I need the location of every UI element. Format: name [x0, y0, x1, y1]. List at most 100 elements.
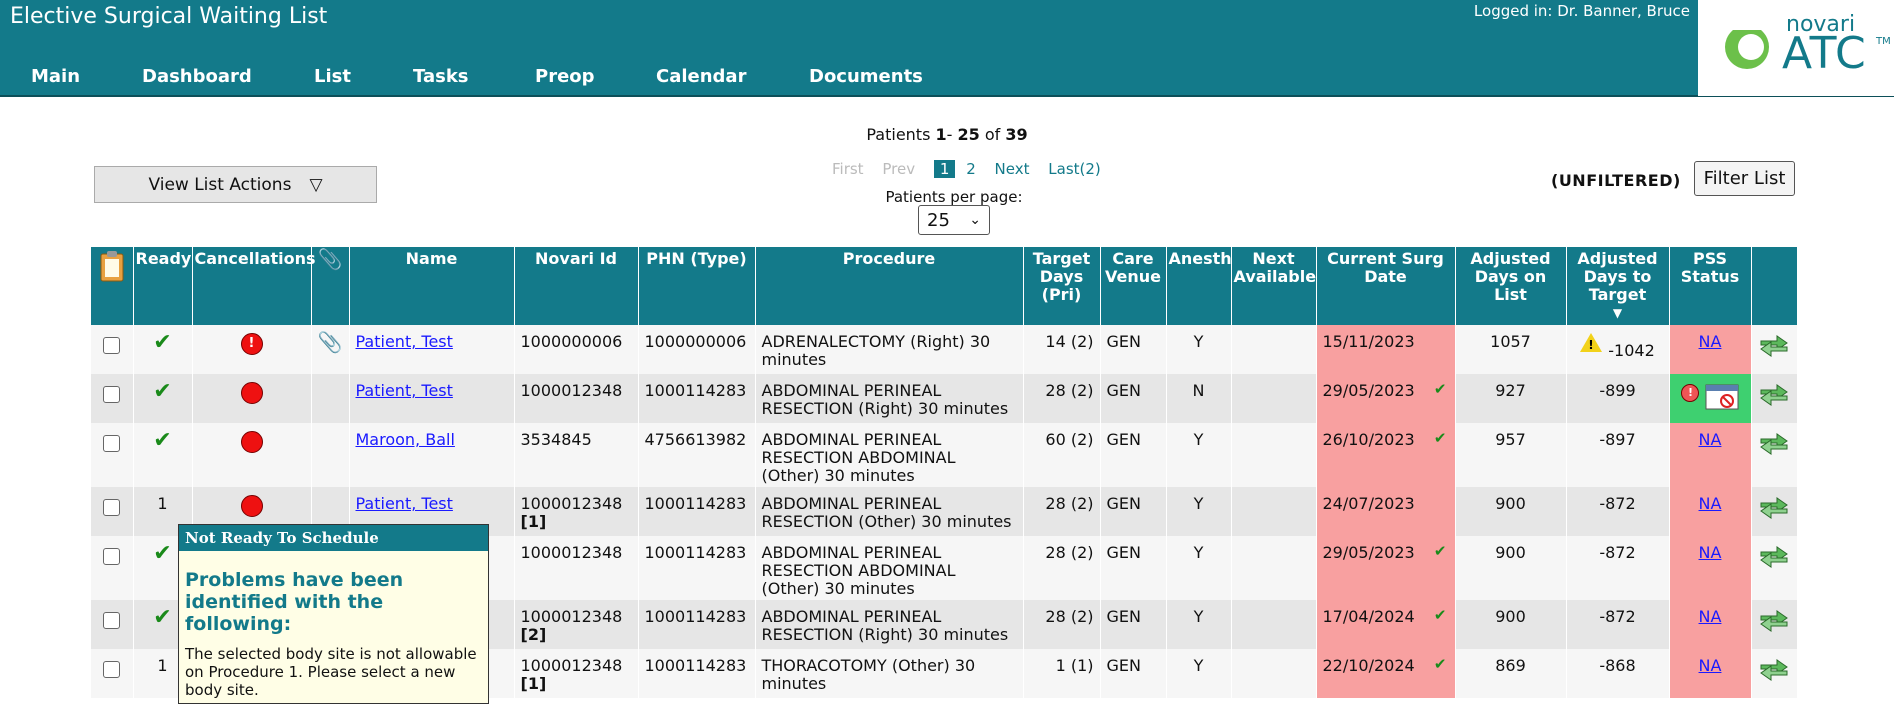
patient-name-link[interactable]: Patient, Test	[355, 332, 453, 351]
table-row: ✔ Maroon, Ball 3534845 4756613982 ABDOMI…	[91, 423, 1798, 487]
confirmed-check-icon: ✔	[1433, 380, 1447, 398]
next-available	[1231, 536, 1317, 600]
surg-date-value: 15/11/2023	[1322, 332, 1415, 351]
calendar-cancel-icon	[1705, 384, 1739, 410]
ready-count[interactable]: 1	[133, 487, 193, 536]
patient-name-link[interactable]: Patient, Test	[355, 381, 453, 400]
clipboard-icon[interactable]	[91, 247, 134, 325]
surg-date-value: 22/10/2024	[1322, 656, 1415, 675]
nav-dashboard[interactable]: Dashboard	[142, 66, 252, 87]
col-target-days[interactable]: Target Days (Pri)	[1023, 247, 1101, 325]
col-adjusted-days-target-label: Adjusted Days to Target	[1577, 249, 1658, 304]
phn: 1000114283	[638, 536, 756, 600]
pss-status-cell[interactable]: !	[1669, 374, 1752, 423]
pss-status-link[interactable]: NA	[1698, 543, 1722, 562]
adj-days: 927	[1455, 374, 1567, 423]
ready-check-icon[interactable]: ✔	[153, 330, 172, 355]
col-ready[interactable]: Ready	[133, 247, 193, 325]
warning-icon	[1580, 333, 1603, 354]
filter-list-button[interactable]: Filter List	[1694, 161, 1795, 196]
transfer-arrows-icon[interactable]	[1759, 333, 1789, 359]
nav-calendar[interactable]: Calendar	[656, 66, 747, 87]
adj-target: -1042	[1566, 325, 1670, 374]
nav-preop[interactable]: Preop	[535, 66, 595, 87]
cancellation-dot-icon[interactable]	[240, 495, 263, 517]
row-select-checkbox[interactable]	[103, 337, 121, 354]
pager-page-1[interactable]: 1	[933, 160, 956, 178]
pss-status-link[interactable]: NA	[1698, 607, 1722, 626]
col-anesth[interactable]: Anesth	[1166, 247, 1232, 325]
pss-status-link[interactable]: NA	[1698, 332, 1722, 351]
novari-id: 3534845	[514, 423, 639, 487]
transfer-arrows-icon[interactable]	[1759, 431, 1789, 457]
col-care-venue[interactable]: Care Venue	[1100, 247, 1167, 325]
col-pss-status[interactable]: PSS Status	[1669, 247, 1752, 325]
view-list-actions-button[interactable]: View List Actions ▽	[94, 166, 377, 203]
logo-text-novari: novari	[1786, 12, 1856, 37]
per-page-select[interactable]: 25 ⌄	[918, 205, 990, 235]
patient-name-link[interactable]: Maroon, Ball	[355, 430, 455, 449]
procedure: ABDOMINAL PERINEAL RESECTION ABDOMINAL (…	[755, 423, 1024, 487]
col-current-surg-date[interactable]: Current Surg Date	[1316, 247, 1456, 325]
not-ready-tooltip: Not Ready To Schedule Problems have been…	[178, 524, 489, 704]
confirmed-check-icon: ✔	[1433, 606, 1447, 624]
surg-date-value: 29/05/2023	[1322, 543, 1415, 562]
care-venue: GEN	[1100, 423, 1167, 487]
ready-check-icon[interactable]: ✔	[153, 541, 172, 566]
next-available	[1231, 325, 1317, 374]
nav-main[interactable]: Main	[31, 66, 81, 87]
care-venue: GEN	[1100, 374, 1167, 423]
cancellation-dot-icon[interactable]	[240, 382, 263, 404]
col-name[interactable]: Name	[349, 247, 515, 325]
novari-id-value: 1000012348	[520, 607, 623, 626]
anesth: N	[1166, 374, 1232, 423]
procedure: ABDOMINAL PERINEAL RESECTION (Right) 30 …	[755, 374, 1024, 423]
table-row: 1 Patient, Test 1000012348 [1] 1000114283…	[91, 487, 1798, 536]
pager-next[interactable]: Next	[994, 160, 1030, 178]
col-procedure[interactable]: Procedure	[755, 247, 1024, 325]
ready-check-icon[interactable]: ✔	[153, 428, 172, 453]
pss-status-link[interactable]: NA	[1698, 656, 1722, 675]
row-select-checkbox[interactable]	[103, 386, 121, 403]
transfer-arrows-icon[interactable]	[1759, 608, 1789, 634]
filter-state: (UNFILTERED)	[1551, 171, 1681, 190]
nav-documents[interactable]: Documents	[809, 66, 923, 87]
col-adjusted-days[interactable]: Adjusted Days on List	[1455, 247, 1567, 325]
row-select-checkbox[interactable]	[103, 435, 121, 452]
col-next-available[interactable]: Next Available	[1231, 247, 1317, 325]
col-novari-id[interactable]: Novari Id	[514, 247, 639, 325]
col-phn[interactable]: PHN (Type)	[638, 247, 756, 325]
row-select-checkbox[interactable]	[103, 661, 121, 678]
pager-from: 1	[935, 125, 947, 144]
adj-days: 1057	[1455, 325, 1567, 374]
nav-tasks[interactable]: Tasks	[413, 66, 469, 87]
col-adjusted-days-target[interactable]: Adjusted Days to Target ▼	[1566, 247, 1670, 325]
pager-last[interactable]: Last(2)	[1048, 160, 1101, 178]
transfer-arrows-icon[interactable]	[1759, 544, 1789, 570]
paperclip-icon[interactable]: 📎	[317, 330, 343, 354]
row-select-checkbox[interactable]	[103, 612, 121, 629]
target-days: 14 (2)	[1023, 325, 1101, 374]
pager-page-2[interactable]: 2	[966, 160, 976, 178]
cancellation-dot-icon[interactable]	[240, 431, 263, 453]
surg-date-value: 26/10/2023	[1322, 430, 1415, 449]
transfer-arrows-icon[interactable]	[1759, 382, 1789, 408]
table-body: ✔ ! 📎 Patient, Test 1000000006 100000000…	[91, 325, 1798, 698]
transfer-arrows-icon[interactable]	[1759, 495, 1789, 521]
tooltip-heading: Problems have been identified with the f…	[185, 569, 404, 635]
pss-status-link[interactable]: NA	[1698, 430, 1722, 449]
phn: 1000114283	[638, 600, 756, 649]
surg-date: 29/05/2023 ✔	[1316, 536, 1456, 600]
row-select-checkbox[interactable]	[103, 548, 121, 565]
cancellation-alert-icon[interactable]: !	[240, 333, 263, 355]
next-available	[1231, 374, 1317, 423]
col-cancellations[interactable]: Cancellations	[192, 247, 316, 325]
patient-name-link[interactable]: Patient, Test	[355, 494, 453, 513]
pss-status-link[interactable]: NA	[1698, 494, 1722, 513]
paperclip-icon: 📎	[311, 247, 350, 325]
ready-check-icon[interactable]: ✔	[153, 605, 172, 630]
row-select-checkbox[interactable]	[103, 499, 121, 516]
nav-list[interactable]: List	[314, 66, 351, 87]
ready-check-icon[interactable]: ✔	[153, 379, 172, 404]
transfer-arrows-icon[interactable]	[1759, 657, 1789, 683]
